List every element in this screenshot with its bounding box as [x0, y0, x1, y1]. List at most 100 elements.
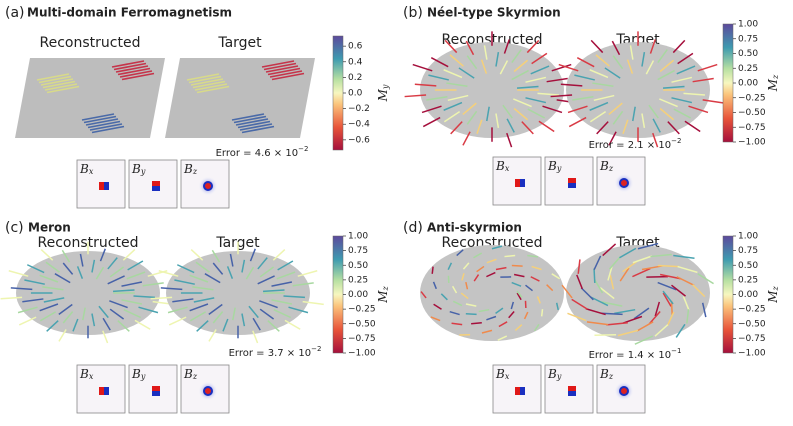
colorbar-tick-label: −0.50	[738, 319, 766, 329]
arrow	[654, 301, 661, 317]
error-base: Error = 3.7 × 10	[229, 348, 311, 359]
arrow	[503, 39, 510, 54]
arrow	[121, 281, 143, 287]
panel: (a) Multi-domain Ferromagnetism Reconstruc…	[5, 5, 390, 209]
colorbar-tick-label: −0.75	[348, 334, 376, 344]
arrow	[688, 105, 709, 114]
arrow	[619, 247, 637, 259]
arrow	[40, 249, 54, 261]
map-sub: z	[608, 164, 614, 173]
arrow	[636, 321, 654, 332]
arrow	[126, 271, 146, 280]
target-heading: Target	[217, 35, 262, 51]
arrow	[430, 57, 449, 68]
arrow	[486, 315, 497, 321]
arrow	[513, 273, 525, 278]
arrow	[452, 300, 463, 307]
arrow	[272, 249, 286, 261]
map-label: By	[131, 162, 146, 177]
arrow	[62, 262, 74, 275]
arrow	[231, 113, 265, 121]
arrow	[273, 308, 291, 319]
error-text: Error = 3.7 × 10−2	[229, 345, 322, 359]
error-base: Error = 4.6 × 10	[216, 148, 298, 159]
colorbar-tick-label: −0.25	[738, 305, 766, 315]
field-blob	[515, 387, 520, 395]
arrow	[622, 260, 638, 273]
arrow	[426, 96, 448, 101]
arrow	[249, 248, 256, 262]
colorbar-tick-label: 1.00	[738, 20, 758, 30]
arrow	[269, 70, 303, 78]
arrow	[659, 98, 678, 108]
colorbar-label: Mz	[766, 74, 781, 92]
colorbar-tick-label: 0.2	[348, 73, 362, 83]
arrow	[208, 329, 217, 342]
arrow	[17, 306, 38, 314]
arrow	[133, 295, 155, 299]
arrow	[119, 70, 153, 78]
arrow	[259, 300, 278, 309]
arrow	[263, 62, 297, 71]
arrow	[511, 281, 522, 287]
arrow	[648, 311, 661, 325]
map-symbol: B	[599, 367, 609, 381]
map-sub: y	[556, 164, 562, 173]
arrow	[121, 72, 155, 81]
arrow	[91, 259, 96, 273]
arrow	[697, 273, 714, 285]
arrow	[288, 306, 309, 314]
error-exponent: −1	[671, 347, 681, 355]
arrow	[267, 67, 301, 76]
colorbar-symbol: M	[766, 290, 780, 304]
arrow	[22, 298, 44, 303]
arrow	[167, 306, 188, 314]
arrow	[607, 266, 613, 281]
panel-label: (c)	[5, 220, 24, 236]
arrow	[510, 301, 515, 310]
arrow	[657, 69, 675, 81]
arrow	[189, 274, 209, 283]
arrow	[577, 259, 581, 274]
colorbar-sub: z	[771, 74, 780, 80]
colorbar-label: Mz	[766, 285, 781, 303]
arrow	[662, 85, 685, 89]
arrow	[82, 307, 86, 321]
arrow	[495, 113, 500, 128]
arrow	[61, 249, 71, 263]
map-label: Bx	[495, 159, 510, 174]
colorbar	[332, 235, 344, 354]
colorbar-tick-label: 0.4	[348, 57, 363, 67]
arrow	[514, 324, 523, 331]
arrow	[576, 274, 583, 290]
colorbar-tick-label: −1.00	[738, 138, 766, 148]
arrow	[121, 299, 143, 305]
arrow	[271, 281, 293, 287]
arrow	[443, 101, 463, 111]
colorbar-tick-label: −0.25	[738, 93, 766, 103]
panel-label: (a)	[5, 5, 25, 21]
arrow	[117, 67, 151, 76]
field-blob	[152, 181, 160, 186]
colorbar-tick-label: −0.75	[738, 123, 766, 133]
arrow	[595, 54, 610, 67]
colorbar-tick-label: −0.75	[738, 334, 766, 344]
map-label: Bz	[599, 159, 614, 174]
map-sub: z	[192, 372, 198, 381]
arrow	[546, 284, 554, 292]
arrow	[602, 243, 617, 257]
arrow	[632, 255, 653, 264]
arrow	[259, 266, 275, 278]
arrow	[107, 275, 125, 285]
arrow	[83, 115, 117, 124]
arrow	[95, 266, 105, 280]
colorbar-tick-label: 0.75	[348, 246, 368, 256]
reconstructed-heading: Reconstructed	[442, 235, 543, 251]
map-label: Bx	[79, 367, 94, 382]
error-exponent: −2	[671, 137, 681, 145]
arrow	[421, 105, 442, 114]
arrow	[673, 108, 692, 119]
arrow	[172, 298, 194, 303]
arrow	[195, 261, 210, 273]
